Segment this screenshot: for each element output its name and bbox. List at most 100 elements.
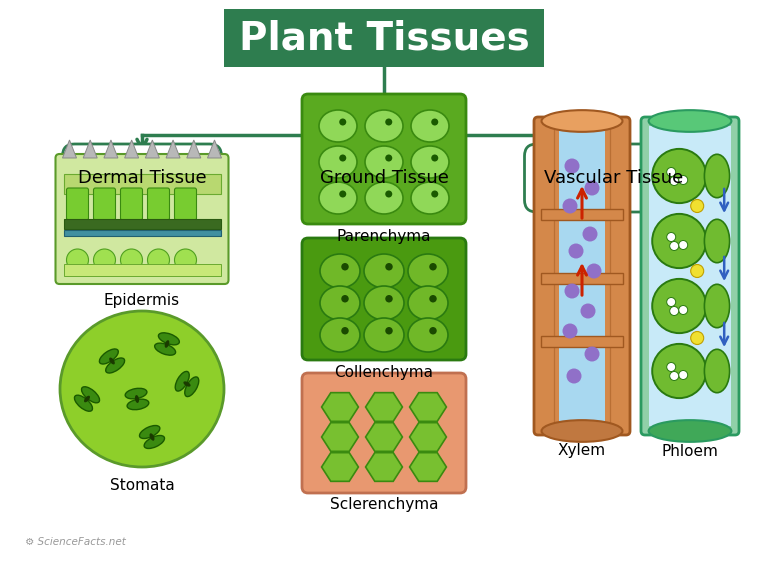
FancyBboxPatch shape <box>559 126 605 426</box>
Ellipse shape <box>174 249 197 271</box>
Ellipse shape <box>319 110 357 142</box>
FancyBboxPatch shape <box>302 94 466 224</box>
Circle shape <box>581 304 595 319</box>
Circle shape <box>386 154 392 162</box>
FancyBboxPatch shape <box>94 188 115 220</box>
Circle shape <box>582 227 598 241</box>
Ellipse shape <box>704 154 730 197</box>
Ellipse shape <box>121 249 143 271</box>
Circle shape <box>667 362 676 371</box>
FancyBboxPatch shape <box>302 238 466 360</box>
Ellipse shape <box>411 146 449 178</box>
Ellipse shape <box>67 249 88 271</box>
Circle shape <box>386 191 392 197</box>
Ellipse shape <box>652 214 707 268</box>
Ellipse shape <box>94 249 115 271</box>
Ellipse shape <box>411 110 449 142</box>
Polygon shape <box>322 422 359 452</box>
Text: Ground Tissue: Ground Tissue <box>319 169 449 187</box>
Ellipse shape <box>652 279 707 333</box>
Text: Parenchyma: Parenchyma <box>336 228 432 243</box>
Circle shape <box>562 199 578 214</box>
Text: Dermal Tissue: Dermal Tissue <box>78 169 207 187</box>
Ellipse shape <box>364 286 404 320</box>
Ellipse shape <box>84 396 90 402</box>
Circle shape <box>667 297 676 306</box>
Circle shape <box>679 176 687 185</box>
FancyBboxPatch shape <box>64 174 220 194</box>
FancyBboxPatch shape <box>541 273 623 283</box>
Ellipse shape <box>408 286 448 320</box>
Ellipse shape <box>408 254 448 288</box>
Circle shape <box>564 159 580 173</box>
FancyBboxPatch shape <box>224 9 544 67</box>
FancyBboxPatch shape <box>525 144 703 212</box>
Ellipse shape <box>541 110 623 132</box>
FancyBboxPatch shape <box>641 117 739 435</box>
Circle shape <box>568 243 584 259</box>
Circle shape <box>386 118 392 126</box>
Polygon shape <box>322 453 359 481</box>
Ellipse shape <box>364 254 404 288</box>
Circle shape <box>584 181 600 195</box>
Text: Vascular Tissue: Vascular Tissue <box>545 169 684 187</box>
Ellipse shape <box>60 311 224 467</box>
FancyBboxPatch shape <box>121 188 143 220</box>
Circle shape <box>339 191 346 197</box>
Text: Phloem: Phloem <box>661 444 718 458</box>
Text: Xylem: Xylem <box>558 444 606 458</box>
Text: Stomata: Stomata <box>110 477 174 493</box>
Polygon shape <box>83 140 98 158</box>
FancyBboxPatch shape <box>64 219 220 229</box>
Ellipse shape <box>140 426 160 439</box>
Circle shape <box>584 347 600 361</box>
FancyBboxPatch shape <box>67 188 88 220</box>
Ellipse shape <box>109 357 115 365</box>
Ellipse shape <box>319 182 357 214</box>
Polygon shape <box>322 393 359 421</box>
Ellipse shape <box>365 110 403 142</box>
FancyBboxPatch shape <box>174 188 197 220</box>
FancyBboxPatch shape <box>62 144 221 212</box>
FancyBboxPatch shape <box>147 188 170 220</box>
Ellipse shape <box>364 318 404 352</box>
FancyBboxPatch shape <box>55 154 229 284</box>
Ellipse shape <box>541 420 623 442</box>
Polygon shape <box>366 453 402 481</box>
Circle shape <box>431 118 439 126</box>
Circle shape <box>690 200 703 213</box>
Polygon shape <box>366 393 402 421</box>
Ellipse shape <box>135 395 139 403</box>
Ellipse shape <box>704 350 730 393</box>
Ellipse shape <box>125 388 147 399</box>
FancyBboxPatch shape <box>541 209 623 219</box>
Circle shape <box>341 327 349 334</box>
Ellipse shape <box>150 433 154 441</box>
FancyBboxPatch shape <box>534 117 630 435</box>
FancyBboxPatch shape <box>64 230 220 236</box>
Ellipse shape <box>652 149 707 203</box>
Circle shape <box>564 283 580 298</box>
Ellipse shape <box>408 318 448 352</box>
Ellipse shape <box>175 371 189 391</box>
Text: ⚙ ScienceFacts.net: ⚙ ScienceFacts.net <box>25 537 126 547</box>
Ellipse shape <box>127 399 149 410</box>
Circle shape <box>679 370 687 379</box>
Ellipse shape <box>185 377 199 397</box>
Polygon shape <box>409 453 446 481</box>
Ellipse shape <box>81 387 100 403</box>
Circle shape <box>341 295 349 302</box>
Ellipse shape <box>320 254 360 288</box>
Text: Epidermis: Epidermis <box>104 292 180 307</box>
Circle shape <box>429 295 437 302</box>
FancyBboxPatch shape <box>64 264 220 276</box>
Ellipse shape <box>147 249 170 271</box>
Circle shape <box>670 371 679 380</box>
Text: Collenchyma: Collenchyma <box>335 365 433 379</box>
FancyBboxPatch shape <box>541 335 623 347</box>
Circle shape <box>690 264 703 278</box>
Circle shape <box>431 154 439 162</box>
Circle shape <box>386 295 392 302</box>
Polygon shape <box>124 140 139 158</box>
Ellipse shape <box>184 381 190 387</box>
